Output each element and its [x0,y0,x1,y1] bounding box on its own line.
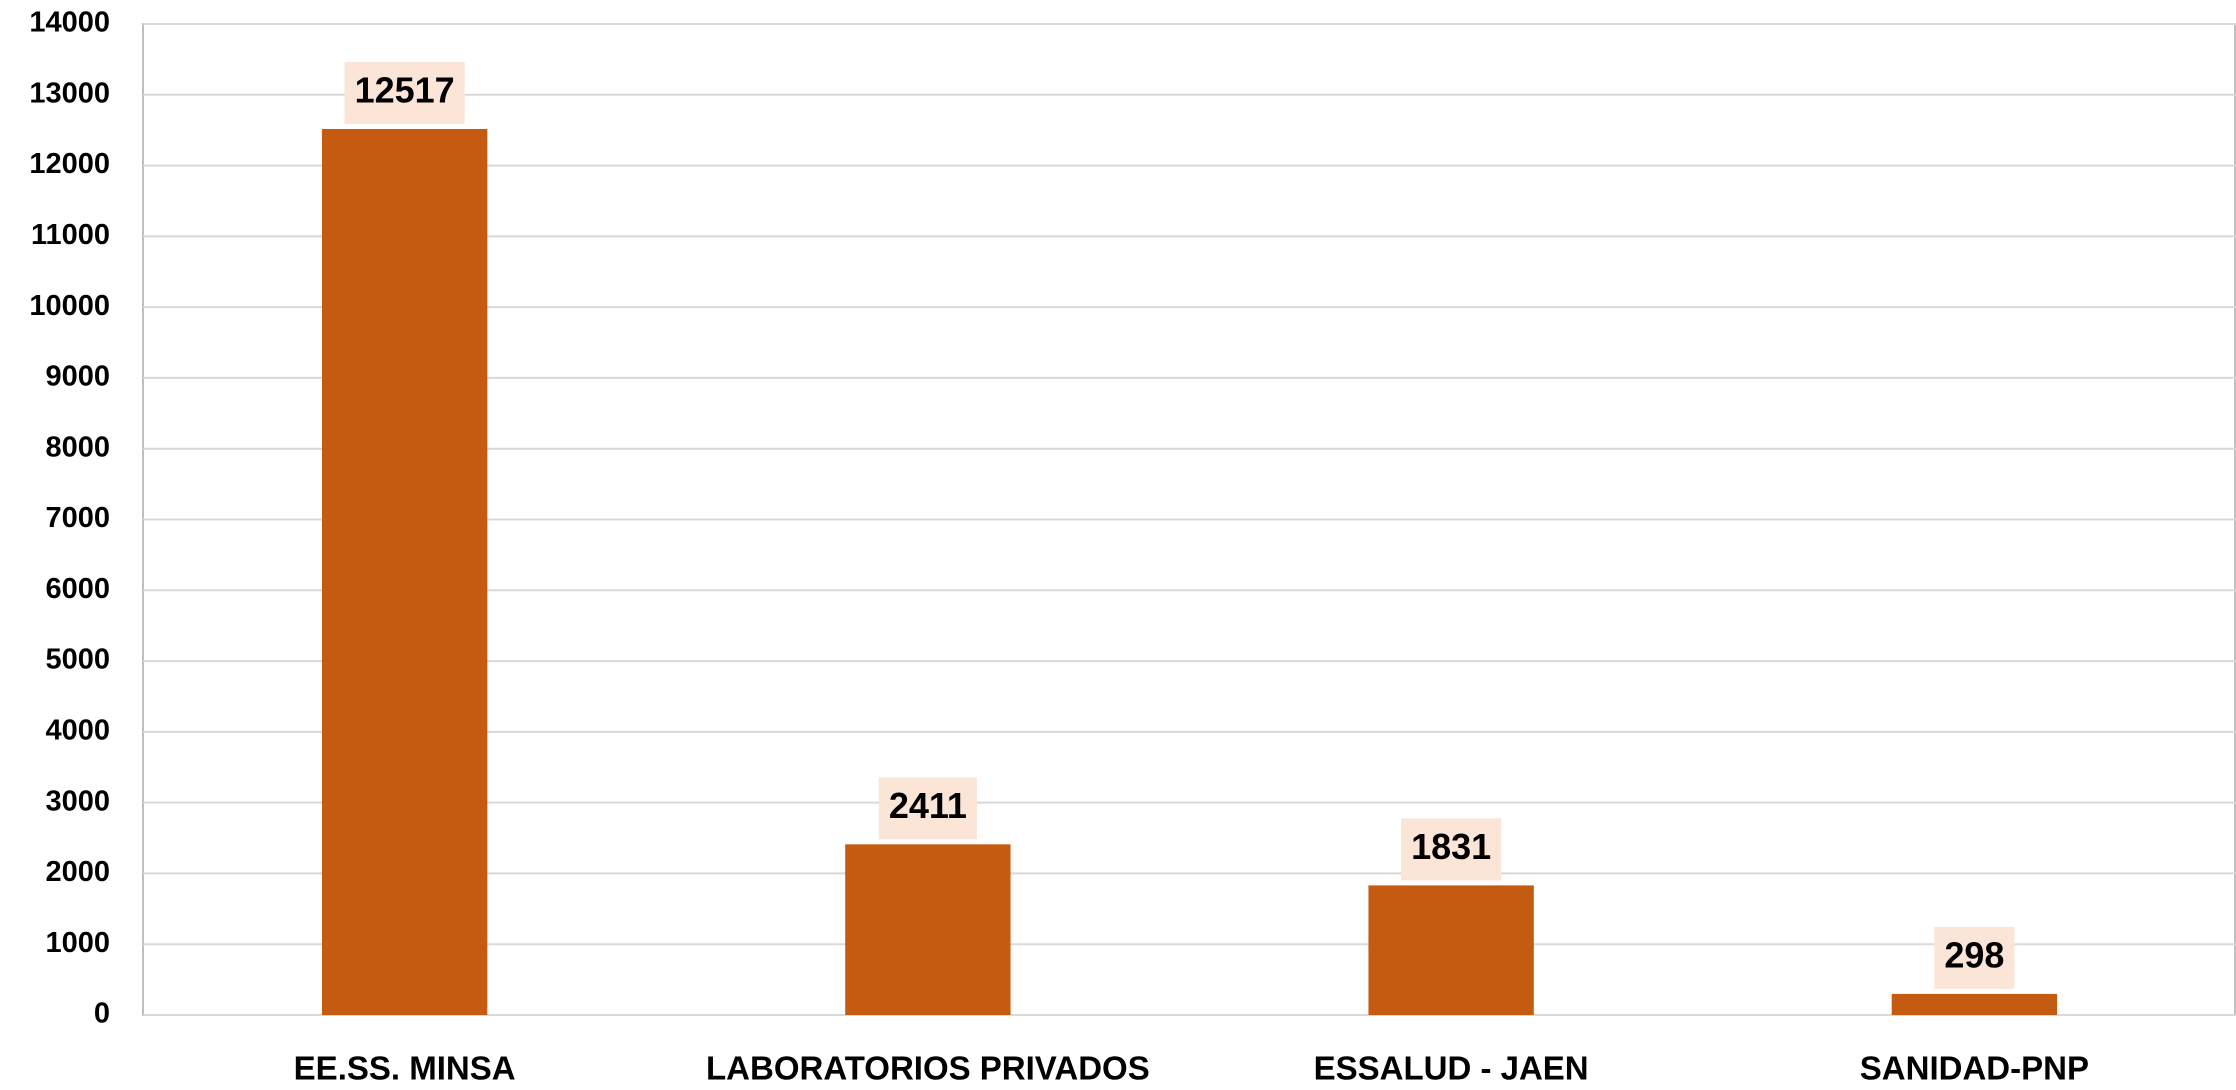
x-tick-label: ESSALUD - JAEN [1314,1050,1589,1087]
y-tick-label: 4000 [45,715,110,747]
bar [1368,885,1534,1015]
bar [1891,993,2058,1015]
y-tick-label: 8000 [45,431,110,463]
y-tick-label: 9000 [45,361,110,393]
bar [845,844,1011,1015]
y-tick-label: 0 [94,998,110,1030]
data-label-background [1401,818,1502,881]
data-label: 12517 [355,69,455,110]
data-label: 298 [1944,934,2004,975]
data-label-background [878,777,977,840]
x-tick-label: LABORATORIOS PRIVADOS [706,1050,1150,1087]
data-label: 1831 [1411,826,1491,867]
y-tick-label: 1000 [45,927,110,959]
y-tick-label: 2000 [45,856,110,888]
y-tick-label: 7000 [45,502,110,534]
data-label-background [344,61,465,124]
data-label: 2411 [889,785,967,826]
y-tick-label: 10000 [29,290,110,322]
x-tick-label: EE.SS. MINSA [294,1050,516,1087]
y-tick-label: 6000 [45,573,110,605]
data-label-background [1934,926,2015,989]
bar [321,128,488,1015]
y-tick-label: 14000 [29,7,110,39]
x-tick-label: SANIDAD-PNP [1860,1050,2089,1087]
y-tick-label: 12000 [29,148,110,180]
y-tick-label: 11000 [31,219,110,251]
y-tick-label: 3000 [45,785,110,817]
y-tick-label: 13000 [29,77,110,109]
y-tick-label: 5000 [45,644,110,676]
